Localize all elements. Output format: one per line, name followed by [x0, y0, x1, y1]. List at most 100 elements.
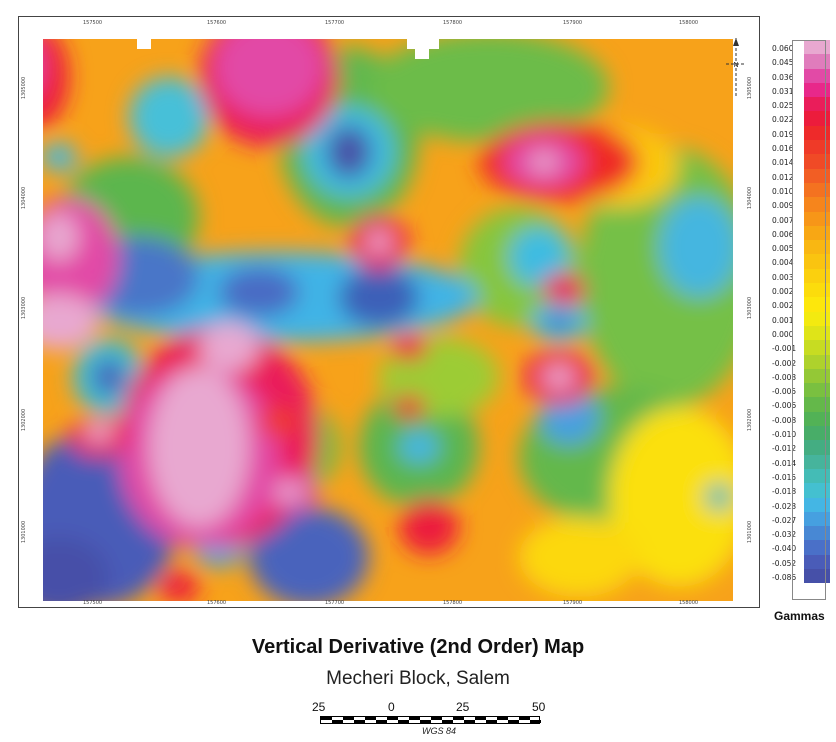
scale-segment [486, 720, 497, 723]
legend-swatch [804, 540, 830, 555]
legend-swatch [804, 526, 830, 541]
legend-value-label: -0.006 [772, 401, 797, 411]
legend-swatch [804, 125, 830, 141]
legend-swatch [804, 140, 830, 155]
svg-text:N: N [733, 61, 738, 69]
scale-segment [398, 720, 409, 723]
legend-value-label: -0.027 [772, 515, 797, 525]
legend-value-label: 0.036 [772, 72, 794, 82]
legend-swatch [804, 111, 830, 126]
legend-row: 0.005 [772, 240, 832, 255]
legend-swatch [804, 225, 830, 241]
legend-swatch [804, 454, 830, 469]
legend-row: 0.025 [772, 97, 832, 112]
legend-row: 0.004 [772, 254, 832, 269]
legend-swatch [804, 268, 830, 284]
legend-row: 0.000 [772, 325, 832, 341]
legend-value-label: -0.003 [772, 372, 797, 382]
legend-row: 0.003 [772, 268, 832, 284]
legend-value-label: -0.015 [772, 472, 797, 482]
x-tick-bottom: 158000 [679, 600, 699, 606]
legend-value-label: 0.000 [772, 329, 794, 339]
legend-value-label: 0.007 [772, 215, 794, 225]
legend-swatch [804, 383, 830, 398]
legend-value-label: -0.014 [772, 458, 797, 468]
legend-value-label: -0.018 [772, 487, 797, 497]
legend-value-label: 0.004 [772, 258, 794, 268]
legend-row: 0.002 [772, 283, 832, 298]
legend-row: 0.060 [772, 40, 832, 55]
legend-row: -0.018 [772, 483, 832, 498]
legend-swatch [804, 240, 830, 255]
legend-row: 0.006 [772, 225, 832, 241]
scale-segment [508, 720, 519, 723]
x-tick-bottom: 157600 [207, 600, 227, 606]
legend-row: 0.022 [772, 111, 832, 126]
scale-segment [497, 717, 508, 720]
scale-segment [431, 717, 442, 720]
legend-row: 0.016 [772, 140, 832, 155]
legend-value-label: 0.001 [772, 315, 794, 325]
legend-value-label: -0.008 [772, 415, 797, 425]
legend-value-label: 0.009 [772, 201, 794, 211]
legend-value-label: 0.014 [772, 158, 794, 168]
legend-swatch [804, 211, 830, 226]
x-tick-top: 157800 [443, 20, 463, 26]
legend-value-label: -0.040 [772, 544, 797, 554]
x-tick-top: 157900 [563, 20, 583, 26]
legend-row: -0.002 [772, 354, 832, 369]
x-tick-bottom: 157800 [443, 600, 463, 606]
legend-row: -0.023 [772, 497, 832, 512]
y-tick-left: 1302000 [21, 408, 28, 432]
legend-swatch [804, 297, 830, 312]
legend-swatch [804, 483, 830, 498]
x-tick-top: 157600 [207, 20, 227, 26]
legend-swatch [804, 325, 830, 341]
scale-segment [453, 717, 464, 720]
legend-row: 0.019 [772, 125, 832, 141]
legend-row: 0.002 [772, 297, 832, 312]
y-tick-left: 1304000 [21, 186, 28, 210]
scale-units: WGS 84 [422, 726, 457, 736]
legend-value-label: 0.025 [772, 101, 794, 111]
y-tick-left: 1303000 [21, 296, 28, 320]
legend-value-label: 0.006 [772, 229, 794, 239]
scale-segment [464, 720, 475, 723]
legend-unit-label: Gammas [774, 609, 825, 623]
y-tick-left: 1305000 [21, 76, 28, 100]
legend-row: -0.027 [772, 511, 832, 527]
legend-swatch [804, 426, 830, 441]
legend-swatch [804, 368, 830, 384]
y-tick-right: 1304000 [747, 186, 754, 210]
legend-value-label: -0.052 [772, 558, 797, 568]
legend-row: -0.003 [772, 368, 832, 384]
scale-segment [442, 720, 453, 723]
north-arrow-icon: N [726, 38, 746, 98]
anomaly-map[interactable] [19, 17, 759, 607]
y-tick-right: 1305000 [747, 76, 754, 100]
legend-row: 0.031 [772, 82, 832, 98]
x-tick-top: 157700 [325, 20, 345, 26]
legend-value-label: 0.002 [772, 287, 794, 297]
legend-row: 0.007 [772, 211, 832, 226]
y-tick-right: 1303000 [747, 296, 754, 320]
scale-segment [409, 717, 420, 720]
legend-value-label: -0.023 [772, 501, 797, 511]
legend-swatch [804, 82, 830, 98]
x-tick-bottom: 157700 [325, 600, 345, 606]
x-tick-top: 158000 [679, 20, 699, 26]
scale-checkerboard [320, 716, 541, 724]
scale-label: 0 [388, 700, 395, 714]
x-tick-bottom: 157500 [83, 600, 103, 606]
x-tick-bottom: 157900 [563, 600, 583, 606]
legend-swatch [804, 497, 830, 512]
y-tick-right: 1301000 [747, 520, 754, 544]
legend-row: 0.001 [772, 311, 832, 326]
legend-row: -0.014 [772, 454, 832, 469]
scale-segment [321, 717, 332, 720]
legend-row: 0.045 [772, 54, 832, 69]
legend-row: 0.009 [772, 197, 832, 212]
legend-row: -0.012 [772, 440, 832, 455]
legend-swatch [804, 354, 830, 369]
legend-swatch [804, 411, 830, 427]
